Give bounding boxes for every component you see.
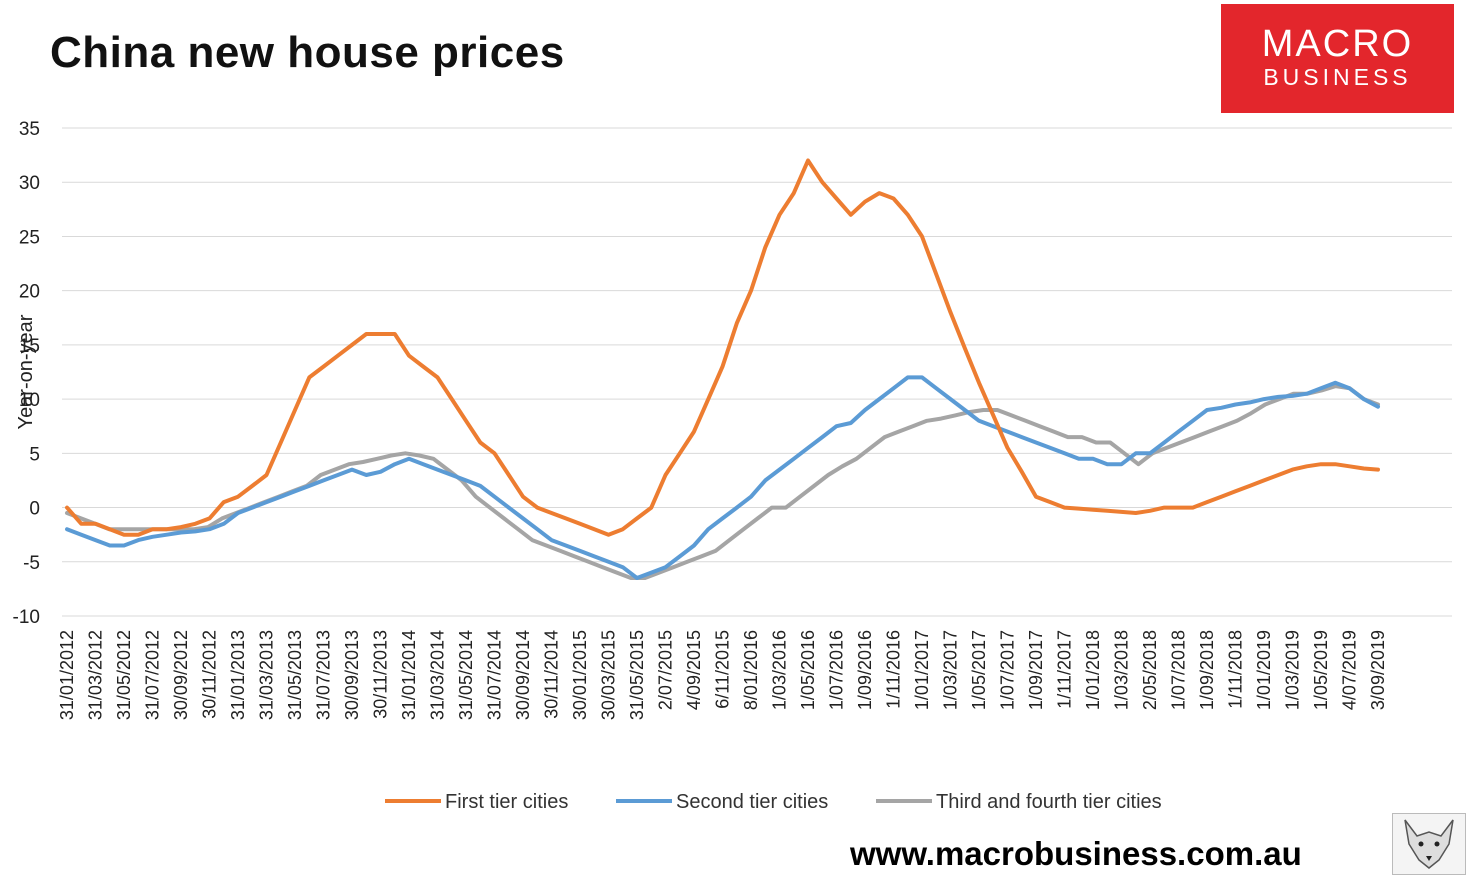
x-tick-label: 1/05/2017 [969, 630, 989, 710]
x-tick-label: 31/03/2013 [257, 630, 277, 720]
y-tick-label: 5 [29, 444, 40, 465]
x-tick-label: 1/01/2017 [912, 630, 932, 710]
x-tick-label: 31/01/2012 [57, 630, 77, 720]
x-tick-label: 30/03/2015 [599, 630, 619, 720]
series-line [65, 158, 1380, 537]
x-tick-label: 2/05/2018 [1140, 630, 1160, 710]
x-tick-label: 1/11/2018 [1226, 630, 1246, 709]
gridlines [62, 127, 1452, 617]
chart-title: China new house prices [50, 28, 565, 77]
x-tick-label: 1/09/2017 [1026, 630, 1046, 710]
x-tick-label: 30/09/2013 [342, 630, 362, 720]
x-tick-label: 31/03/2014 [428, 630, 448, 720]
x-tick-label: 1/01/2018 [1083, 630, 1103, 710]
x-tick-label: 1/03/2018 [1112, 630, 1132, 710]
legend-label: Second tier cities [676, 791, 828, 813]
y-tick-label: 0 [29, 499, 40, 520]
logo-line-1: MACRO [1261, 23, 1414, 65]
x-tick-label: 1/01/2019 [1254, 630, 1274, 710]
x-tick-label: 30/11/2012 [200, 630, 220, 719]
logo-line-2: BUSINESS [1263, 64, 1412, 90]
x-tick-label: 31/05/2013 [285, 630, 305, 720]
x-tick-label: 8/01/2016 [741, 630, 761, 710]
y-tick-label: 10 [19, 390, 40, 411]
macrobusiness-logo: MACRO BUSINESS [1221, 4, 1454, 113]
legend: First tier cities Second tier cities Third… [385, 791, 1162, 813]
y-tick-label: -5 [23, 553, 40, 574]
y-tick-label: 15 [19, 336, 40, 357]
x-tick-label: 1/07/2018 [1169, 630, 1189, 710]
x-tick-label: 30/09/2014 [513, 630, 533, 720]
x-tick-label: 30/11/2014 [542, 630, 562, 719]
x-tick-label: 31/07/2012 [143, 630, 163, 720]
x-tick-label: 1/03/2017 [941, 630, 961, 710]
series-line [65, 384, 1380, 580]
x-tick-label: 1/05/2016 [798, 630, 818, 710]
x-tick-label: 1/11/2016 [884, 630, 904, 709]
x-tick-label: 6/11/2015 [713, 630, 733, 709]
x-tick-label: 1/03/2019 [1283, 630, 1303, 710]
x-tick-label: 31/05/2012 [114, 630, 134, 720]
x-tick-label: 1/11/2017 [1055, 630, 1075, 709]
y-tick-label: 25 [19, 227, 40, 248]
x-tick-label: 31/07/2013 [314, 630, 334, 720]
x-tick-label: 2/07/2015 [656, 630, 676, 710]
x-tick-label: 1/07/2016 [827, 630, 847, 710]
x-tick-label: 1/09/2018 [1197, 630, 1217, 710]
fox-icon [1392, 813, 1466, 875]
x-tick-label: 31/01/2013 [228, 630, 248, 720]
y-tick-label: -10 [13, 607, 40, 628]
x-tick-label: 1/03/2016 [770, 630, 790, 710]
y-tick-label: 20 [19, 282, 40, 303]
x-tick-label: 1/05/2019 [1311, 630, 1331, 710]
x-tick-label: 4/09/2015 [684, 630, 704, 710]
x-tick-label: 31/05/2015 [627, 630, 647, 720]
y-axis-ticks: -10 -5 0 5 10 15 20 25 30 35 [13, 119, 40, 628]
x-tick-label: 30/09/2012 [171, 630, 191, 720]
x-tick-label: 31/03/2012 [86, 630, 106, 720]
website-url: www.macrobusiness.com.au [850, 835, 1302, 872]
x-tick-label: 30/01/2015 [570, 630, 590, 720]
x-tick-label: 3/09/2019 [1368, 630, 1388, 710]
x-tick-label: 4/07/2019 [1340, 630, 1360, 710]
legend-label: First tier cities [445, 791, 568, 813]
x-tick-label: 1/09/2016 [855, 630, 875, 710]
x-tick-label: 1/07/2017 [998, 630, 1018, 710]
y-tick-label: 30 [19, 173, 40, 194]
x-tick-label: 30/11/2013 [371, 630, 391, 719]
x-tick-label: 31/05/2014 [456, 630, 476, 720]
legend-label: Third and fourth tier cities [936, 791, 1162, 813]
x-axis-ticks: 31/01/2012 31/03/2012 31/05/2012 31/07/2012… [57, 630, 1388, 720]
y-tick-label: 35 [19, 119, 40, 140]
series-lines [65, 158, 1380, 580]
y-axis-label: Year-on-year [15, 314, 37, 429]
x-tick-label: 31/01/2014 [399, 630, 419, 720]
series-line [65, 375, 1380, 580]
x-tick-label: 31/07/2014 [485, 630, 505, 720]
